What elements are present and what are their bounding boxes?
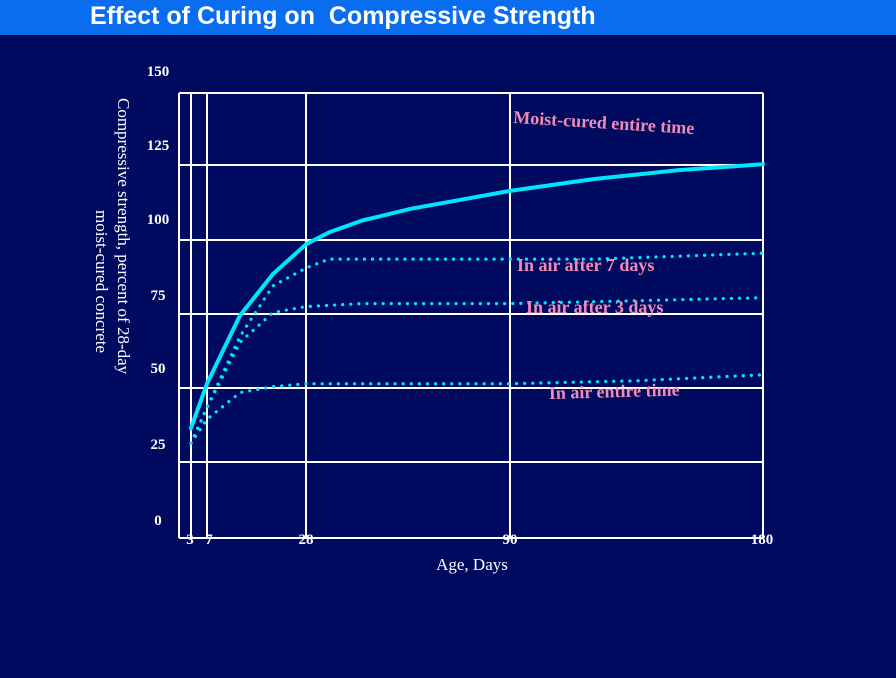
series-label-air-after-3-days: In air after 3 days xyxy=(526,297,663,317)
series-line-moist-cured xyxy=(189,162,765,431)
y-tick-label: 100 xyxy=(147,212,170,228)
y-tick-label: 0 xyxy=(154,513,162,529)
series-line-air-entire-time xyxy=(189,373,765,445)
series-line-air-after-3-days xyxy=(189,296,765,445)
y-axis-label-line-1: Compressive strength, percent of 28-day xyxy=(114,98,133,375)
y-axis-label-line-2: moist-cured concrete xyxy=(92,210,111,353)
series-label-air-after-7-days: In air after 7 days xyxy=(517,255,654,275)
series-label-air-entire-time: In air entire time xyxy=(549,380,680,403)
x-axis-label: Age, Days xyxy=(436,555,508,574)
x-tick-label: 28 xyxy=(299,532,314,548)
y-tick-label: 75 xyxy=(151,288,166,304)
x-tick-label: 90 xyxy=(503,532,518,548)
y-tick-label: 50 xyxy=(151,361,166,377)
y-tick-label: 125 xyxy=(147,138,170,154)
series-label-moist-cured: Moist-cured entire time xyxy=(513,107,695,138)
x-tick-label: 7 xyxy=(205,532,213,548)
series-line-air-after-7-days xyxy=(189,251,765,445)
title-bar: Effect of Curing on Compressive Strength xyxy=(0,0,896,35)
x-tick-label: 3 xyxy=(186,532,194,548)
x-tick-label: 180 xyxy=(751,532,774,548)
y-tick-label: 150 xyxy=(147,64,170,80)
page-title: Effect of Curing on Compressive Strength xyxy=(90,2,596,30)
y-tick-label: 25 xyxy=(151,437,166,453)
